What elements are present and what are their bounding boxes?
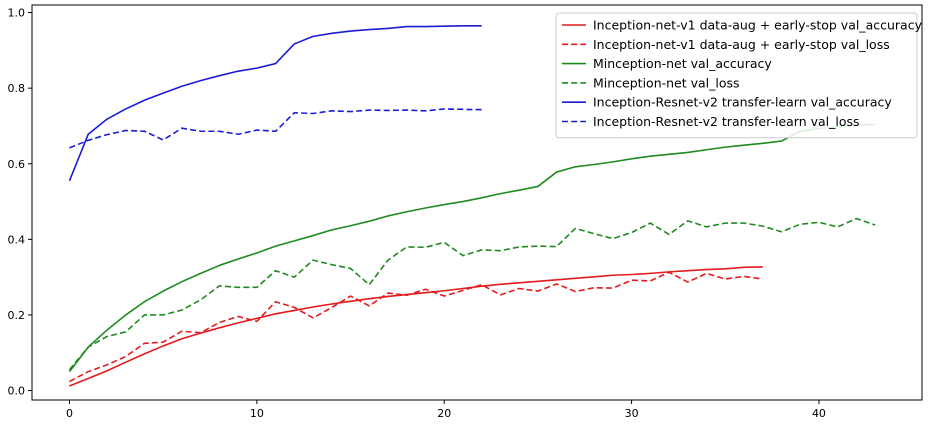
series-layer <box>68 24 876 387</box>
y-tick-label: 0.8 <box>8 82 26 95</box>
x-tick-label: 30 <box>625 407 639 420</box>
y-tick-label: 0.6 <box>8 158 26 171</box>
plot-frame <box>31 4 923 401</box>
y-tick-label: 1.0 <box>8 7 26 20</box>
y-tick-label: 0.2 <box>8 309 26 322</box>
series-line-5 <box>68 24 482 182</box>
x-tick-label: 0 <box>66 407 73 420</box>
x-tick-label: 20 <box>437 407 451 420</box>
y-tick-label: 0.0 <box>8 385 26 398</box>
series-line-1 <box>69 266 763 387</box>
series-line-6 <box>69 108 482 149</box>
series-line-3 <box>68 123 876 373</box>
legend-label-3: Minception-net val_accuracy <box>593 56 772 71</box>
series-line-2 <box>69 271 763 383</box>
legend-label-6: Inception-Resnet-v2 transfer-learn val_l… <box>593 114 860 129</box>
legend-box <box>555 12 918 139</box>
series-line-4 <box>68 217 876 371</box>
x-tick-label: 40 <box>812 407 826 420</box>
legend-label-5: Inception-Resnet-v2 transfer-learn val_a… <box>593 95 892 110</box>
y-tick-label: 0.4 <box>8 233 26 246</box>
legend-label-4: Minception-net val_loss <box>593 75 740 90</box>
axis-layer: 0 10 20 30 40 0.0 0.2 0.4 0.6 0.8 1.0 <box>8 7 826 420</box>
x-tick-label: 10 <box>250 407 264 420</box>
legend-label-1: Inception-net-v1 data-aug + early-stop v… <box>593 18 923 33</box>
legend-label-2: Inception-net-v1 data-aug + early-stop v… <box>593 37 890 52</box>
legend: Inception-net-v1 data-aug + early-stop v… <box>555 12 923 139</box>
